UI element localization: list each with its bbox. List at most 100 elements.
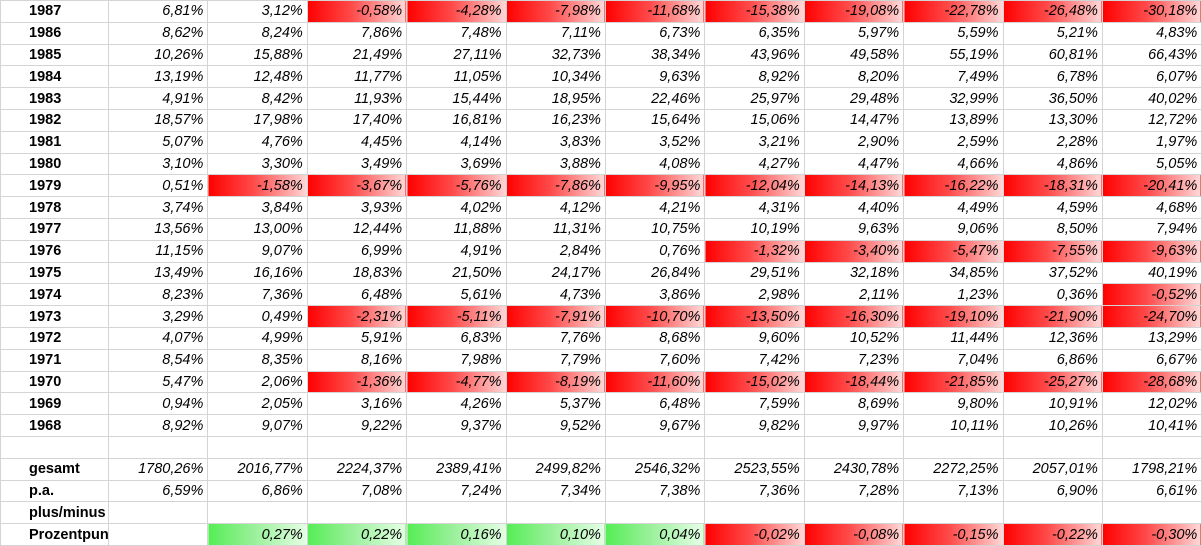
value-cell[interactable]: 8,23% bbox=[107, 283, 209, 307]
value-cell[interactable]: 15,44% bbox=[406, 87, 507, 110]
empty-cell[interactable] bbox=[1101, 501, 1202, 525]
value-cell[interactable]: 9,37% bbox=[406, 414, 507, 437]
value-cell[interactable]: 10,52% bbox=[803, 326, 905, 350]
gesamt-value-cell[interactable]: 2016,77% bbox=[207, 457, 308, 481]
value-cell[interactable]: 22,46% bbox=[604, 87, 706, 110]
value-cell[interactable]: 4,47% bbox=[803, 152, 905, 176]
empty-cell[interactable] bbox=[903, 435, 1004, 459]
year-label-cell[interactable]: 1978 bbox=[0, 196, 109, 219]
value-cell[interactable]: 25,97% bbox=[704, 87, 805, 110]
gesamt-value-cell[interactable]: 2430,78% bbox=[803, 457, 905, 481]
value-cell[interactable]: 10,26% bbox=[1002, 414, 1103, 437]
value-cell[interactable]: 12,48% bbox=[207, 65, 308, 89]
gesamt-value-cell[interactable]: 2546,32% bbox=[604, 457, 706, 481]
value-cell[interactable]: 3,21% bbox=[704, 130, 805, 154]
value-cell[interactable]: 4,08% bbox=[604, 152, 706, 176]
empty-cell[interactable] bbox=[604, 501, 706, 525]
value-cell[interactable]: 3,10% bbox=[107, 152, 209, 176]
value-cell[interactable]: 13,49% bbox=[107, 261, 209, 285]
year-label-cell[interactable]: 1977 bbox=[0, 217, 109, 241]
value-cell[interactable]: -1,36% bbox=[306, 370, 408, 394]
value-cell[interactable]: 9,63% bbox=[604, 65, 706, 89]
value-cell[interactable]: 40,19% bbox=[1101, 261, 1202, 285]
value-cell[interactable]: -15,02% bbox=[704, 370, 805, 394]
value-cell[interactable]: 7,79% bbox=[505, 348, 606, 372]
value-cell[interactable]: 9,97% bbox=[803, 414, 905, 437]
value-cell[interactable]: 36,50% bbox=[1002, 87, 1103, 110]
value-cell[interactable]: -5,76% bbox=[406, 174, 507, 198]
value-cell[interactable]: 7,42% bbox=[704, 348, 805, 372]
value-cell[interactable]: 4,91% bbox=[406, 239, 507, 263]
value-cell[interactable]: -7,86% bbox=[505, 174, 606, 198]
value-cell[interactable]: -9,63% bbox=[1101, 239, 1202, 263]
value-cell[interactable]: 3,49% bbox=[306, 152, 408, 176]
value-cell[interactable]: -7,98% bbox=[505, 0, 606, 23]
year-label-cell[interactable]: 1973 bbox=[0, 305, 109, 328]
year-label-cell[interactable]: 1972 bbox=[0, 326, 109, 350]
empty-cell[interactable] bbox=[406, 501, 507, 525]
value-cell[interactable]: 6,83% bbox=[406, 326, 507, 350]
value-cell[interactable]: 11,77% bbox=[306, 65, 408, 89]
value-cell[interactable]: 8,68% bbox=[604, 326, 706, 350]
year-label-cell[interactable]: 1969 bbox=[0, 392, 109, 416]
value-cell[interactable]: 5,61% bbox=[406, 283, 507, 307]
value-cell[interactable]: -4,77% bbox=[406, 370, 507, 394]
value-cell[interactable]: -0,52% bbox=[1101, 283, 1202, 307]
value-cell[interactable]: 13,19% bbox=[107, 65, 209, 89]
empty-cell[interactable] bbox=[505, 435, 606, 459]
value-cell[interactable]: 13,30% bbox=[1002, 108, 1103, 132]
value-cell[interactable]: -11,60% bbox=[604, 370, 706, 394]
value-cell[interactable]: 6,78% bbox=[1002, 65, 1103, 89]
empty-cell[interactable] bbox=[903, 501, 1004, 525]
gesamt-value-cell[interactable]: 2272,25% bbox=[903, 457, 1004, 481]
value-cell[interactable]: 21,50% bbox=[406, 261, 507, 285]
value-cell[interactable]: 10,91% bbox=[1002, 392, 1103, 416]
value-cell[interactable]: 0,49% bbox=[207, 305, 308, 328]
value-cell[interactable]: 7,86% bbox=[306, 21, 408, 45]
year-label-cell[interactable]: 1983 bbox=[0, 87, 109, 110]
value-cell[interactable]: 24,17% bbox=[505, 261, 606, 285]
value-cell[interactable]: -1,32% bbox=[704, 239, 805, 263]
value-cell[interactable]: 10,34% bbox=[505, 65, 606, 89]
year-label-cell[interactable]: 1986 bbox=[0, 21, 109, 45]
value-cell[interactable]: 0,94% bbox=[107, 392, 209, 416]
value-cell[interactable]: 6,86% bbox=[1002, 348, 1103, 372]
value-cell[interactable]: 8,92% bbox=[704, 65, 805, 89]
value-cell[interactable]: 37,52% bbox=[1002, 261, 1103, 285]
value-cell[interactable]: -10,70% bbox=[604, 305, 706, 328]
value-cell[interactable]: 8,92% bbox=[107, 414, 209, 437]
value-cell[interactable]: 10,26% bbox=[107, 43, 209, 67]
value-cell[interactable]: 7,49% bbox=[903, 65, 1004, 89]
value-cell[interactable]: 16,81% bbox=[406, 108, 507, 132]
prozentpunkte-value-cell[interactable]: -0,30% bbox=[1101, 523, 1202, 546]
value-cell[interactable]: 7,98% bbox=[406, 348, 507, 372]
value-cell[interactable]: 7,11% bbox=[505, 21, 606, 45]
empty-cell[interactable] bbox=[704, 501, 805, 525]
value-cell[interactable]: -15,38% bbox=[704, 0, 805, 23]
value-cell[interactable]: -21,85% bbox=[903, 370, 1004, 394]
value-cell[interactable]: 7,04% bbox=[903, 348, 1004, 372]
value-cell[interactable]: 3,16% bbox=[306, 392, 408, 416]
value-cell[interactable]: 2,28% bbox=[1002, 130, 1103, 154]
gesamt-value-cell[interactable]: 2523,55% bbox=[704, 457, 805, 481]
value-cell[interactable]: 3,69% bbox=[406, 152, 507, 176]
value-cell[interactable]: 4,45% bbox=[306, 130, 408, 154]
value-cell[interactable]: -30,18% bbox=[1101, 0, 1202, 23]
value-cell[interactable]: 8,20% bbox=[803, 65, 905, 89]
pa-value-cell[interactable]: 6,86% bbox=[207, 479, 308, 503]
pa-value-cell[interactable]: 6,61% bbox=[1101, 479, 1202, 503]
value-cell[interactable]: 8,62% bbox=[107, 21, 209, 45]
prozentpunkte-value-cell[interactable]: -0,22% bbox=[1002, 523, 1103, 546]
value-cell[interactable]: 9,22% bbox=[306, 414, 408, 437]
empty-cell[interactable] bbox=[704, 435, 805, 459]
value-cell[interactable]: 6,67% bbox=[1101, 348, 1202, 372]
value-cell[interactable]: 12,36% bbox=[1002, 326, 1103, 350]
value-cell[interactable]: 8,50% bbox=[1002, 217, 1103, 241]
value-cell[interactable]: -12,04% bbox=[704, 174, 805, 198]
empty-cell[interactable] bbox=[406, 435, 507, 459]
prozentpunkte-value-cell[interactable]: 0,27% bbox=[207, 523, 308, 546]
value-cell[interactable]: 55,19% bbox=[903, 43, 1004, 67]
value-cell[interactable]: 11,93% bbox=[306, 87, 408, 110]
empty-cell[interactable] bbox=[207, 501, 308, 525]
year-label-cell[interactable]: 1980 bbox=[0, 152, 109, 176]
